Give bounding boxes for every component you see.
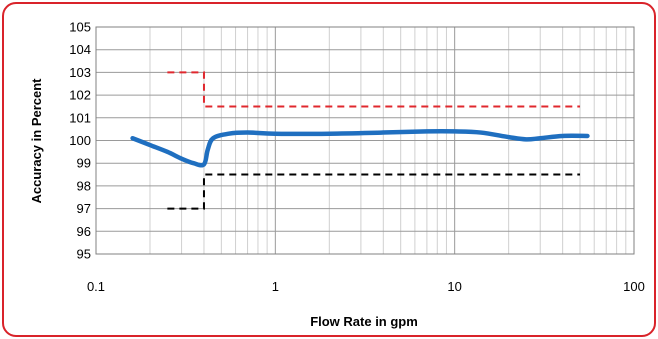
y-tick-label: 98 <box>77 178 91 193</box>
upper-limit-line <box>167 71 581 108</box>
x-tick-labels: 0.1 1 10 100 <box>87 279 645 294</box>
x-axis-title: Flow Rate in gpm <box>310 314 418 329</box>
x-tick-label: 10 <box>447 279 461 294</box>
y-tick-label: 96 <box>77 224 91 239</box>
x-tick-label: 0.1 <box>87 279 105 294</box>
series-layer <box>130 71 590 210</box>
y-tick-label: 102 <box>69 88 91 103</box>
y-tick-label: 100 <box>69 133 91 148</box>
y-tick-label: 97 <box>77 201 91 216</box>
y-axis-title: Accuracy in Percent <box>29 78 44 204</box>
y-tick-label: 99 <box>77 156 91 171</box>
y-tick-label: 101 <box>69 110 91 125</box>
y-tick-label: 95 <box>77 247 91 262</box>
x-tick-label: 100 <box>623 279 645 294</box>
y-tick-label: 104 <box>69 42 91 57</box>
y-tick-labels: 95 96 97 98 99 100 101 102 103 104 105 <box>69 20 91 262</box>
plot-area-border <box>95 26 635 255</box>
lower-limit-line <box>167 173 581 210</box>
y-tick-label: 103 <box>69 65 91 80</box>
x-tick-label: 1 <box>272 279 279 294</box>
accuracy-curve <box>130 129 590 168</box>
y-tick-label: 105 <box>69 20 91 35</box>
